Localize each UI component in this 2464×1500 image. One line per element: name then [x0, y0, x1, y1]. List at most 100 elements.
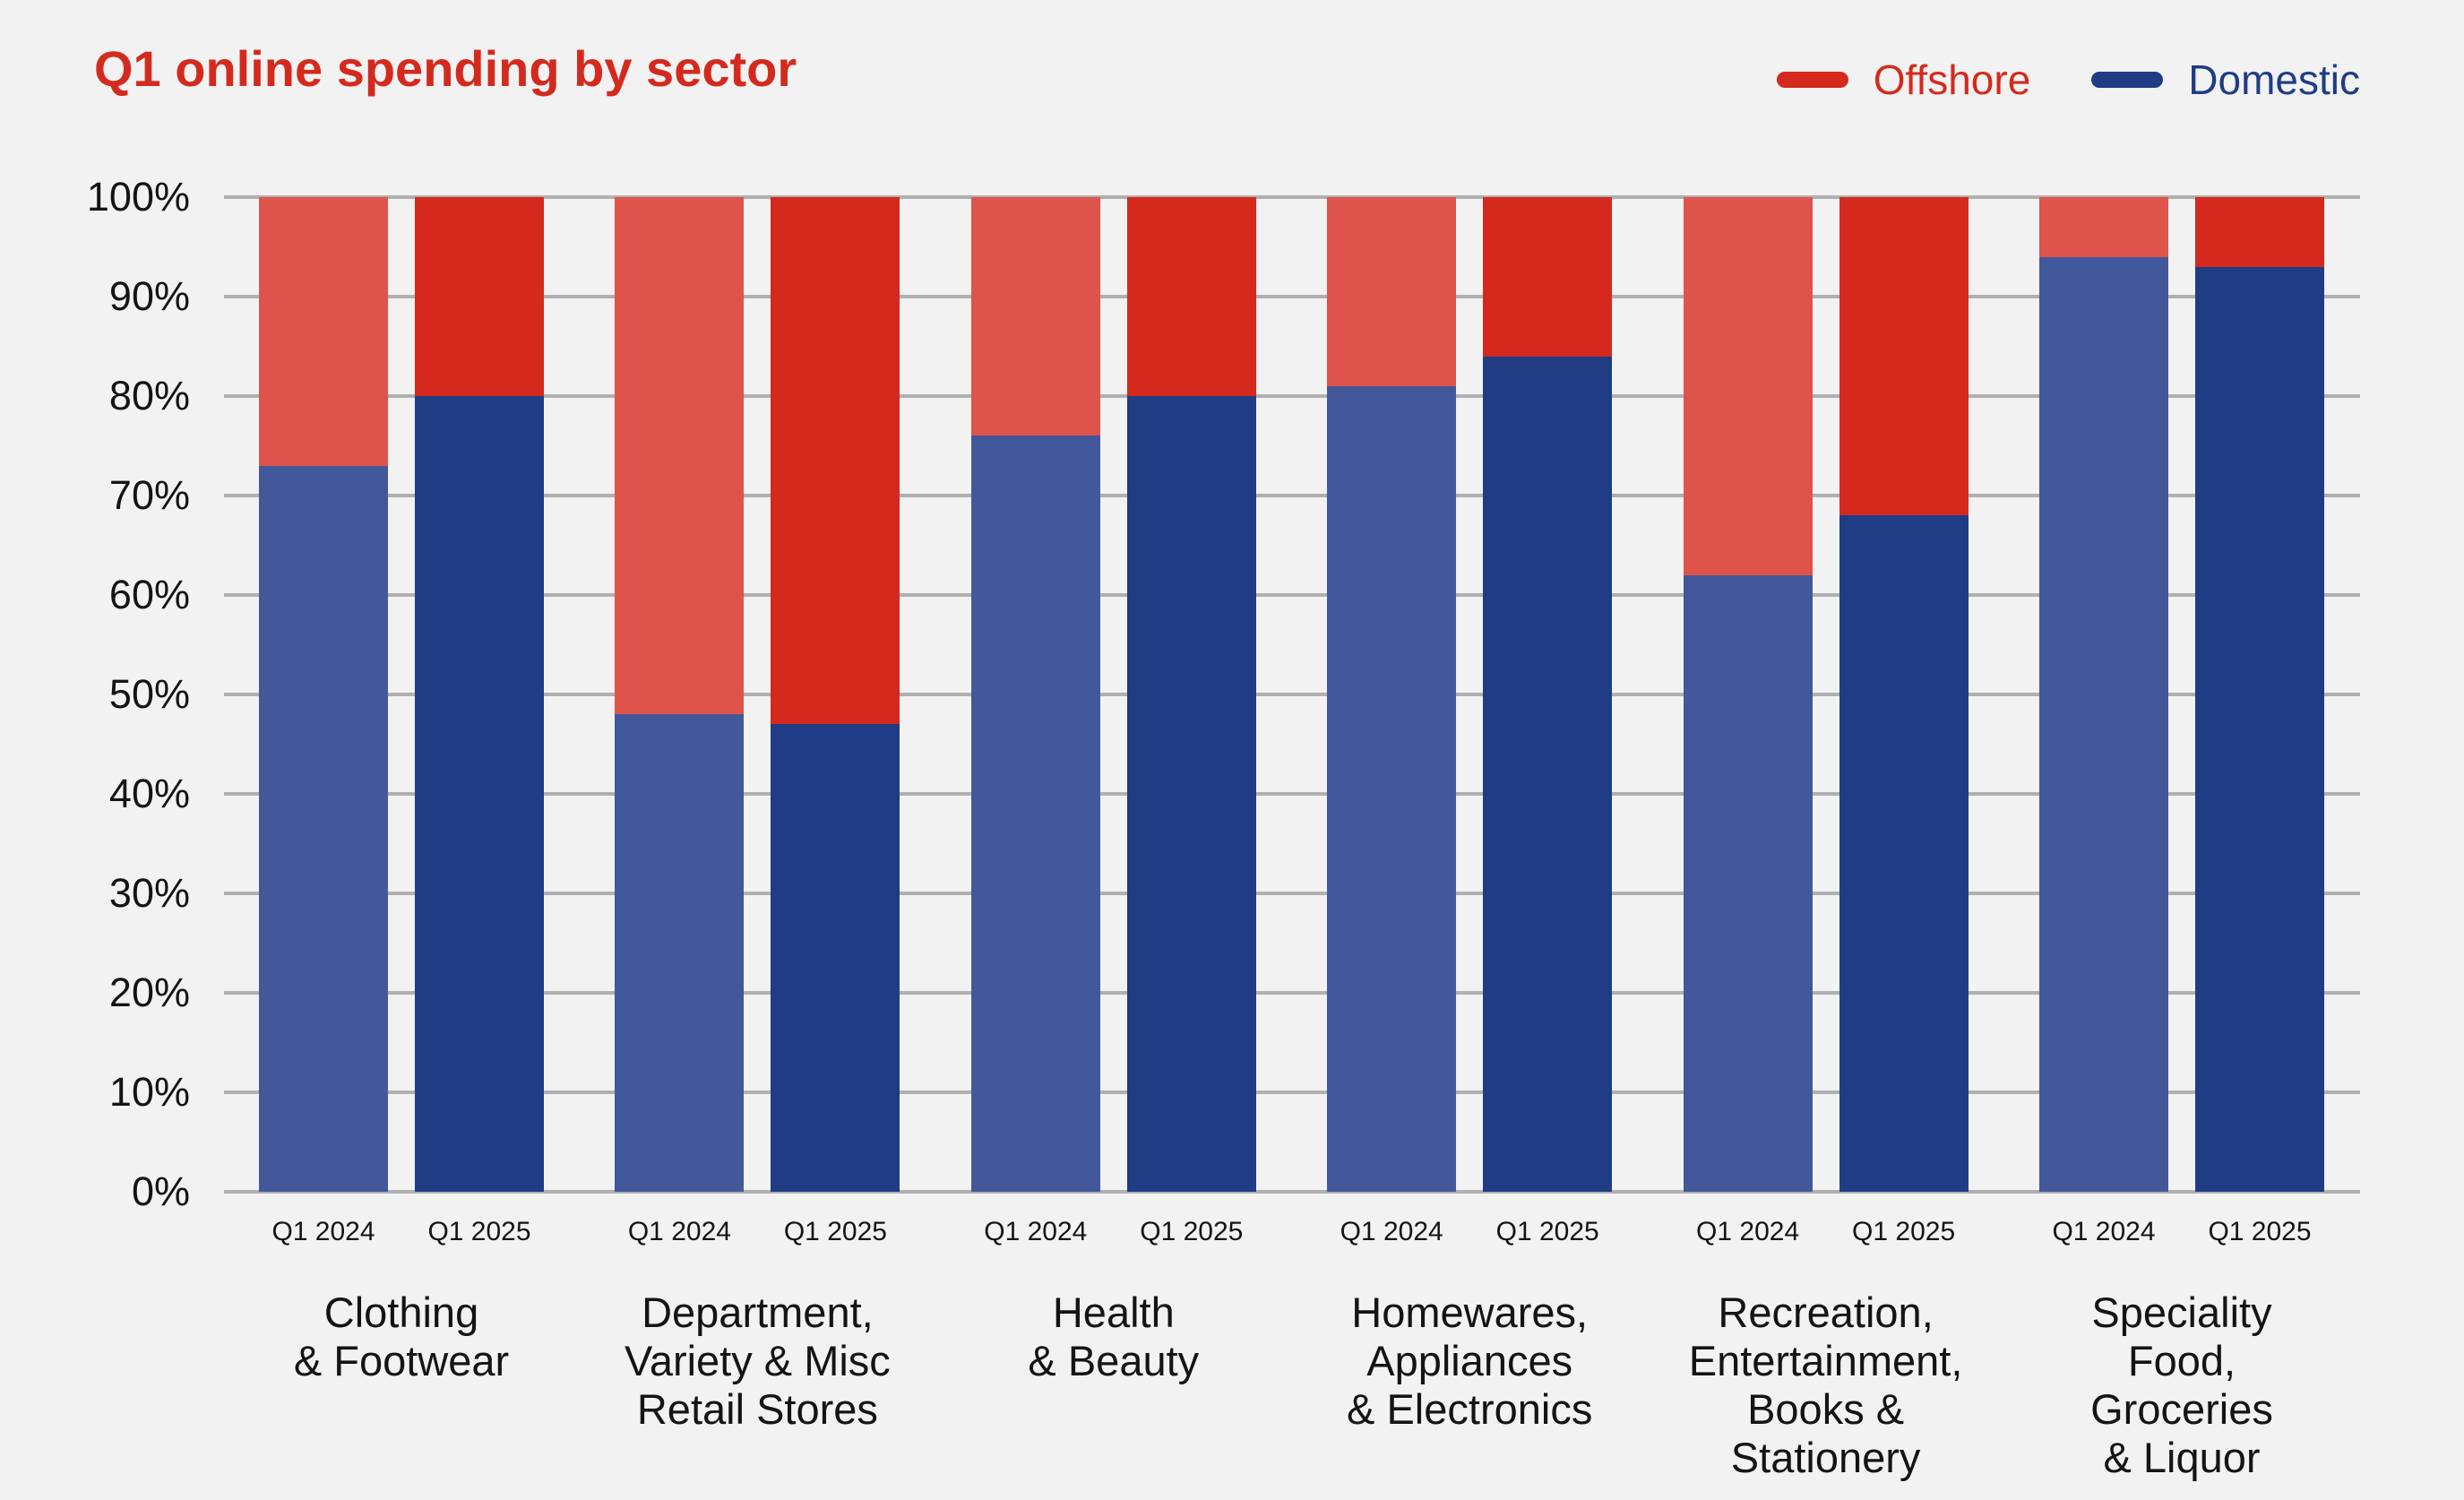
bar-segment-offshore [415, 197, 544, 396]
bar-segment-domestic [2195, 266, 2324, 1192]
gridline-70 [224, 494, 2360, 497]
category-label-line: Entertainment, [1688, 1337, 1963, 1384]
bar-segment-offshore [1327, 197, 1457, 386]
bar-year-label: Q1 2024 [627, 1217, 731, 1246]
category-label-line: Department, [642, 1289, 874, 1336]
bar-year-label: Q1 2025 [1140, 1217, 1244, 1246]
category-label-line: Retail Stores [636, 1385, 878, 1433]
bar-year-label: Q1 2024 [1696, 1217, 1800, 1246]
y-axis-tick-label: 100% [86, 174, 190, 220]
bar-year-label: Q1 2025 [1852, 1217, 1956, 1246]
gridline-20 [224, 991, 2360, 995]
bar-year-label: Q1 2024 [271, 1217, 375, 1246]
bar-segment-domestic [615, 714, 745, 1192]
gridline-10 [224, 1091, 2360, 1094]
y-axis-tick-label: 80% [108, 373, 190, 418]
bar-q1-2024 [1327, 197, 1457, 1192]
bar-q1-2024 [615, 197, 745, 1192]
bar-q1-2024 [259, 197, 388, 1192]
category-label-line: Books & [1747, 1385, 1905, 1433]
y-axis-tick-label: 40% [108, 771, 190, 816]
category-label-line: Speciality [2091, 1289, 2272, 1336]
y-axis-tick-label: 50% [108, 671, 190, 717]
bar-year-label: Q1 2025 [427, 1217, 531, 1246]
bar-q1-2025 [415, 197, 544, 1192]
category-label-line: Clothing [323, 1289, 479, 1336]
y-axis-tick-label: 70% [108, 472, 190, 518]
category-label-line: Variety & Misc [624, 1337, 891, 1384]
category-label-line: Health [1052, 1289, 1175, 1336]
bar-year-label: Q1 2024 [2052, 1217, 2156, 1246]
category-label-line: Stationery [1730, 1434, 1921, 1481]
legend-swatch-icon [1776, 72, 1848, 88]
y-axis-tick-label: 10% [108, 1069, 190, 1115]
bar-q1-2025 [2195, 197, 2324, 1192]
bar-segment-offshore [970, 197, 1100, 436]
bar-segment-domestic [1483, 356, 1613, 1192]
bar-year-label: Q1 2024 [984, 1217, 1088, 1246]
bar-segment-offshore [771, 197, 900, 725]
gridlines-layer [224, 195, 2360, 1194]
plot-area [224, 195, 2360, 1194]
bar-segment-offshore [1839, 197, 1969, 516]
bar-segment-offshore [2195, 197, 2324, 267]
gridline-80 [224, 394, 2360, 398]
category-label: Clothing & Footwear [142, 1289, 661, 1385]
legend-label: Offshore [1873, 56, 2031, 103]
category-label-line: & Footwear [293, 1337, 510, 1384]
gridline-0 [224, 1190, 2360, 1194]
gridline-60 [224, 593, 2360, 597]
bar-segment-domestic [2039, 256, 2168, 1192]
category-label-line: & Liquor [2103, 1434, 2261, 1481]
y-axis-tick-label: 20% [108, 970, 190, 1015]
chart-title: Q1 online spending by sector [94, 40, 797, 97]
y-axis-tick-label: 30% [108, 870, 190, 916]
bar-segment-domestic [259, 465, 388, 1192]
bar-segment-domestic [970, 435, 1100, 1192]
category-label-line: & Electronics [1347, 1385, 1593, 1433]
bar-segment-offshore [615, 197, 745, 715]
bar-segment-domestic [1839, 515, 1969, 1192]
bar-segment-domestic [1126, 396, 1256, 1192]
bar-q1-2024 [1683, 197, 1813, 1192]
bar-segment-domestic [1683, 574, 1813, 1192]
bar-q1-2025 [1126, 197, 1256, 1192]
gridline-40 [224, 792, 2360, 796]
category-label: Homewares, Appliances & Electronics [1210, 1289, 1729, 1434]
bar-q1-2025 [1483, 197, 1613, 1192]
bar-q1-2025 [771, 197, 900, 1192]
bar-segment-domestic [771, 724, 900, 1192]
bar-q1-2024 [970, 197, 1100, 1192]
gridline-100 [224, 195, 2360, 199]
gridline-90 [224, 295, 2360, 298]
gridline-30 [224, 892, 2360, 895]
gridline-50 [224, 693, 2360, 696]
category-label-line: Recreation, [1718, 1289, 1934, 1336]
bar-year-label: Q1 2025 [2208, 1217, 2312, 1246]
legend-label: Domestic [2188, 56, 2360, 103]
category-label-line: Homewares, [1351, 1289, 1589, 1336]
bar-year-label: Q1 2025 [1495, 1217, 1599, 1246]
bar-segment-offshore [1683, 197, 1813, 575]
bar-year-label: Q1 2025 [783, 1217, 887, 1246]
chart-legend: Offshore Domestic [1776, 56, 2360, 103]
bar-segment-offshore [2039, 197, 2168, 257]
bar-segment-domestic [1327, 385, 1457, 1192]
category-label-line: Groceries [2090, 1385, 2273, 1433]
bar-q1-2024 [2039, 197, 2168, 1192]
bar-segment-domestic [415, 396, 544, 1192]
category-label: Health & Beauty [854, 1289, 1374, 1385]
bar-segment-offshore [259, 197, 388, 466]
legend-swatch-icon [2091, 72, 2164, 88]
legend-item-offshore: Offshore [1776, 56, 2031, 103]
category-label: Speciality Food, Groceries & Liquor [1922, 1289, 2442, 1482]
y-axis-tick-label: 60% [108, 572, 190, 617]
y-axis-tick-label: 90% [108, 273, 190, 319]
bar-segment-offshore [1126, 197, 1256, 396]
bar-year-label: Q1 2024 [1340, 1217, 1443, 1246]
category-label-line: Food, [2127, 1337, 2236, 1384]
category-label-line: Appliances [1366, 1337, 1573, 1384]
bar-q1-2025 [1839, 197, 1969, 1192]
bars-layer [224, 197, 2360, 1192]
